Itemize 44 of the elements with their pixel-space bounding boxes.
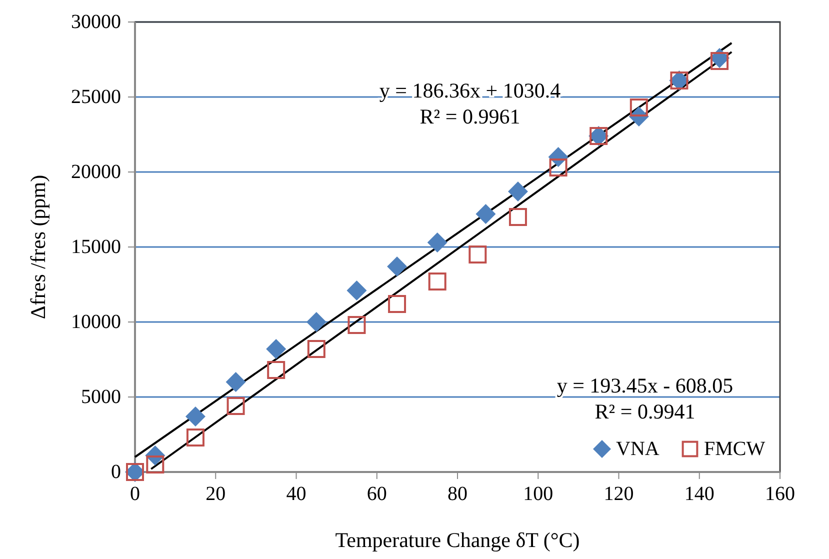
point [185, 406, 206, 426]
y-tick-label: 15000 [71, 236, 121, 258]
x-axis-title: Temperature Change δT (°C) [335, 528, 580, 552]
x-tick-label: 100 [523, 483, 554, 505]
annotation: y = 193.45x - 608.05 R² = 0.9941 [556, 373, 734, 424]
point [630, 98, 648, 116]
y-tick-label: 20000 [71, 161, 121, 183]
y-axis-title: Δfres /fres (ppm) [26, 174, 50, 320]
legend-label: FMCW [704, 438, 766, 460]
x-tick-label: 20 [206, 483, 226, 505]
point [468, 246, 487, 264]
point [267, 361, 286, 379]
x-tick-label: 160 [765, 483, 795, 505]
point [226, 397, 245, 415]
point [348, 316, 366, 334]
y-tick-label: 10000 [71, 311, 121, 333]
y-tick-label: 0 [111, 461, 121, 483]
x-tick-label: 80 [448, 483, 468, 505]
point [387, 256, 408, 276]
x-tick-label: 60 [366, 483, 387, 505]
point [346, 280, 367, 300]
x-tick-label: 120 [604, 483, 634, 505]
y-tick-label: 30000 [71, 11, 121, 33]
point [226, 372, 246, 392]
point [186, 428, 204, 446]
point [710, 52, 729, 70]
x-tick-label: 140 [684, 483, 714, 505]
point [266, 339, 286, 359]
point [307, 340, 326, 358]
x-tick-label: 40 [286, 483, 306, 505]
point [146, 456, 164, 474]
y-tick-label: 25000 [71, 86, 121, 108]
annotation: y = 186.36x + 1030.4 R² = 0.9961 [379, 78, 562, 128]
point [306, 312, 326, 332]
point [549, 158, 568, 176]
point [427, 232, 448, 252]
point [508, 208, 527, 226]
point [428, 272, 446, 290]
point [476, 204, 496, 224]
point [388, 295, 406, 313]
x-tick-label: 0 [130, 483, 140, 505]
legend-label: VNA [616, 438, 660, 460]
y-tick-label: 5000 [81, 386, 121, 408]
point [508, 182, 528, 202]
